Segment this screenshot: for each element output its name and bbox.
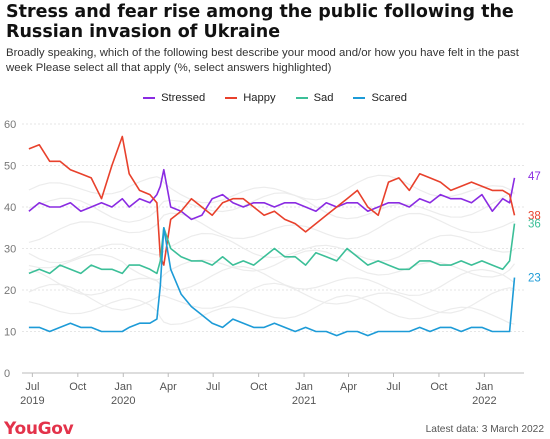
background-line [28, 174, 515, 204]
x-tick-label: Jul [206, 381, 220, 393]
y-tick-label: 10 [4, 327, 16, 339]
x-tick-label: Jul [386, 381, 400, 393]
series-line-scared [28, 227, 516, 337]
end-label-stressed: 47 [528, 171, 541, 183]
legend-swatch-scared [353, 97, 366, 99]
end-label-scared: 23 [528, 273, 541, 285]
y-tick-label: 50 [4, 161, 16, 173]
y-tick-label: 20 [4, 285, 16, 297]
x-tick-label: Apr [340, 381, 357, 393]
legend-item-stressed: Stressed [143, 92, 205, 104]
y-tick-label: 60 [4, 119, 16, 131]
yougov-logo: YouGov [4, 419, 74, 439]
series-line-happy [28, 135, 516, 266]
background-line [28, 265, 515, 297]
chart-title: Stress and fear rise among the public fo… [6, 2, 514, 42]
x-tick-label: Jan [476, 381, 494, 393]
background-line [28, 282, 515, 314]
legend-item-sad: Sad [295, 92, 334, 104]
y-tick-label: 30 [4, 244, 16, 256]
latest-data-note: Latest data: 3 March 2022 [425, 424, 544, 435]
legend-label-sad: Sad [313, 92, 334, 104]
x-tick-label: Jan [295, 381, 313, 393]
x-tick-label: Oct [69, 381, 86, 393]
x-tick-label: Oct [430, 381, 447, 393]
x-tick-year-label: 2019 [20, 395, 44, 407]
background-line [28, 212, 515, 243]
end-label-sad: 36 [528, 219, 541, 231]
legend-label-stressed: Stressed [161, 92, 206, 104]
legend-item-scared: Scared [353, 92, 407, 104]
legend-swatch-happy [225, 97, 238, 99]
x-tick-label: Jul [25, 381, 39, 393]
chart-subtitle: Broadly speaking, which of the following… [6, 47, 519, 74]
series-line-sad [28, 223, 516, 275]
background-line [28, 249, 515, 281]
x-tick-year-label: 2022 [472, 395, 496, 407]
end-label-happy: 38 [528, 210, 541, 222]
legend-label-happy: Happy [243, 92, 276, 104]
x-tick-label: Apr [160, 381, 177, 393]
y-tick-label: 0 [4, 368, 10, 380]
x-tick-label: Oct [250, 381, 267, 393]
background-line [28, 191, 515, 223]
chart-legend: Stressed Happy Sad Scared [0, 92, 550, 104]
legend-item-happy: Happy [225, 92, 276, 104]
y-tick-label: 40 [4, 202, 16, 214]
x-tick-year-label: 2020 [111, 395, 135, 407]
legend-swatch-sad [295, 97, 308, 99]
series-line-stressed [28, 168, 516, 221]
legend-swatch-stressed [143, 97, 156, 99]
x-tick-label: Jan [114, 381, 132, 393]
legend-label-scared: Scared [371, 92, 407, 104]
x-tick-year-label: 2021 [292, 395, 316, 407]
background-line [28, 294, 515, 326]
